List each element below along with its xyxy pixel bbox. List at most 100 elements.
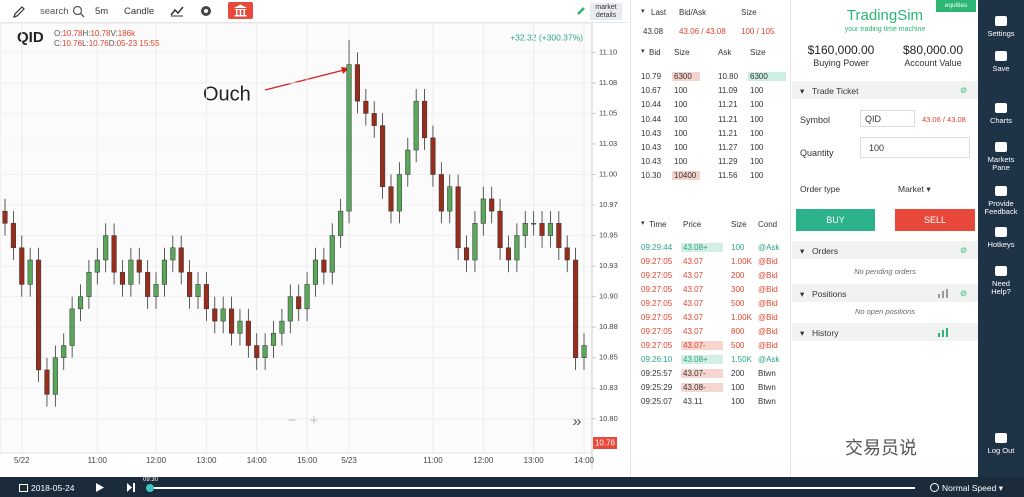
candle-body	[388, 186, 394, 212]
chart-style[interactable]: Candle	[124, 6, 155, 17]
x-tick-label: 13:00	[196, 456, 217, 465]
tape-cell: 43.11	[683, 397, 703, 406]
candle-body	[203, 284, 209, 310]
zoom-out[interactable]: −	[288, 412, 297, 429]
sidebar-item[interactable]: Need Help?	[978, 280, 1024, 296]
symbol-input[interactable]: QID	[860, 110, 915, 127]
tape-cell: 43.08+	[681, 355, 723, 364]
badge: equities	[936, 0, 976, 12]
book-cell: 100	[750, 143, 764, 152]
tape-cell: @Bid	[758, 341, 778, 350]
annotation-arrow	[264, 69, 345, 91]
book-cell: 100	[674, 100, 688, 110]
tape-cell: 300	[731, 285, 745, 294]
bank-button[interactable]	[228, 2, 253, 19]
candle-body	[455, 186, 461, 249]
tape-cell: @Bid	[758, 257, 778, 266]
sidebar-item[interactable]: Provide Feedback	[978, 200, 1024, 216]
caret: ▾	[641, 8, 645, 15]
candle-body	[430, 137, 436, 175]
link-icon: ⊘	[960, 245, 968, 255]
indicator-icon[interactable]	[170, 5, 184, 17]
candle-body	[312, 259, 319, 285]
sidebar-item[interactable]: Log Out	[978, 447, 1024, 455]
sidebar-item[interactable]: Charts	[978, 117, 1024, 125]
x-tick-label: 12:00	[473, 456, 494, 465]
orders-header[interactable]: ▾ Orders ⊘	[792, 241, 978, 259]
y-tick-label: 10.83	[599, 383, 618, 392]
ohlc-label: V:	[110, 29, 118, 38]
sidebar-item[interactable]: Hotkeys	[978, 241, 1024, 249]
search[interactable]: search	[40, 6, 69, 17]
book-cell: 10.43	[641, 143, 662, 152]
candle-body	[229, 308, 235, 334]
candle-body	[119, 271, 126, 285]
sidebar-icon	[995, 103, 1007, 113]
candle-body	[262, 345, 268, 358]
book-cell: 100	[674, 114, 688, 124]
ohlc-label: O:	[54, 29, 63, 38]
tape-cell: 09:27:05	[641, 341, 673, 350]
sidebar-item[interactable]: Settings	[978, 30, 1024, 38]
history-header[interactable]: ▾ History	[792, 323, 978, 341]
ticket-bid-ask: 43.06 / 43.08	[922, 115, 966, 124]
candle-body	[438, 174, 444, 212]
tape-cell: 1.00K	[731, 313, 752, 322]
market-details[interactable]: market details	[590, 3, 622, 20]
order-type[interactable]: Market ▾	[898, 184, 931, 194]
order-type-value: Market	[898, 184, 924, 194]
trade-ticket-header[interactable]: ▾ Trade Ticket ⊘	[792, 81, 978, 99]
playback-bar: 2018-05-24 09:30 Normal Speed ▾	[0, 477, 1024, 497]
settings-icon[interactable]	[199, 4, 213, 18]
sell-button[interactable]: SELL	[895, 209, 975, 231]
zoom-in[interactable]: +	[310, 412, 319, 429]
book-cell: 10.44	[641, 114, 662, 124]
search-icon[interactable]	[72, 5, 85, 18]
tape-cell: @Bid	[758, 327, 778, 336]
buy-button[interactable]: BUY	[796, 209, 875, 231]
book-cell: 100	[674, 143, 688, 152]
tape-cell: Btwn	[758, 369, 776, 378]
positions-header[interactable]: ▾ Positions ⊘	[792, 284, 978, 302]
candle-body	[497, 210, 503, 249]
timeline	[150, 487, 915, 489]
ohlc-label: D:	[108, 39, 117, 48]
market-details-line: market	[595, 4, 617, 11]
column-header: Size	[731, 220, 747, 229]
step-button[interactable]	[127, 483, 135, 492]
playback-date[interactable]: 2018-05-24	[31, 483, 75, 493]
y-tick-label: 10.97	[599, 200, 618, 209]
ohlc-value: 10.76	[62, 39, 83, 48]
caret: ▾	[800, 289, 805, 299]
tape-cell: 1.50K	[731, 355, 752, 364]
scroll-right[interactable]: »	[573, 413, 582, 430]
sidebar-item[interactable]: Markets Pane	[978, 156, 1024, 172]
link-icon[interactable]	[576, 6, 586, 16]
candle-body	[86, 271, 92, 297]
tape-cell: 43.07	[683, 285, 704, 294]
tape-cell: 43.07	[683, 271, 704, 280]
link-icon: ⊘	[960, 288, 968, 298]
tape-cell: 09:27:05	[641, 257, 673, 266]
candle-body	[354, 64, 360, 102]
y-tick-label: 11.03	[599, 139, 617, 148]
playback-speed[interactable]: Normal Speed ▾	[942, 483, 1003, 493]
play-button[interactable]	[96, 483, 104, 492]
interval[interactable]: 5m	[95, 6, 109, 17]
y-tick-label: 10.93	[599, 261, 618, 270]
x-tick-label: 14:00	[247, 456, 268, 465]
bid-ask: 43.06 / 43.08	[679, 27, 726, 36]
sidebar-label: Feedback	[984, 207, 1018, 216]
tape-cell: 1.00K	[731, 257, 752, 266]
quantity-input[interactable]: 100	[860, 137, 970, 158]
candle-body	[69, 308, 75, 346]
book-cell: 10.43	[641, 128, 662, 138]
x-tick-label: 15:00	[297, 456, 318, 465]
sidebar-item[interactable]: Save	[978, 65, 1024, 73]
y-tick-label: 10.85	[599, 353, 618, 362]
candle-body	[514, 235, 520, 261]
candle-body	[61, 345, 67, 358]
timeline-handle[interactable]	[146, 484, 154, 492]
playback-time: 09:30	[143, 477, 159, 483]
draw-icon[interactable]	[12, 5, 26, 19]
